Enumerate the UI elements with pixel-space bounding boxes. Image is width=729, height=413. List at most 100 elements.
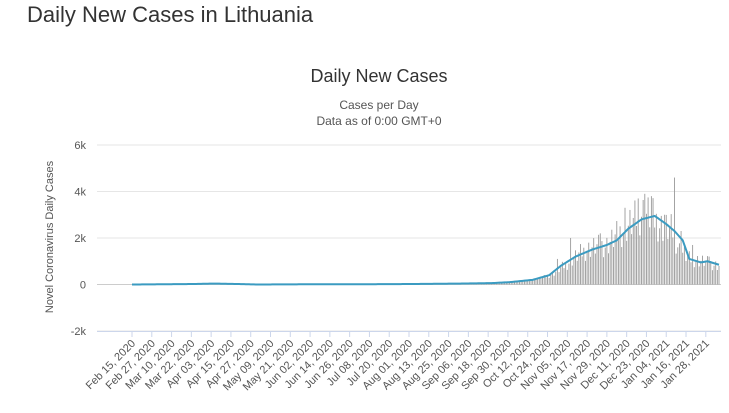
daily-case-bar — [545, 277, 547, 285]
daily-case-bar — [576, 260, 578, 285]
daily-case-bar — [707, 256, 708, 285]
daily-case-bar — [550, 274, 552, 285]
y-tick-label: 0 — [80, 280, 86, 292]
daily-case-bar — [690, 262, 692, 285]
daily-case-bar — [652, 198, 654, 285]
daily-case-bar — [565, 262, 567, 285]
daily-case-bar — [693, 267, 695, 285]
daily-case-bar — [504, 282, 506, 285]
daily-case-bar — [505, 282, 507, 285]
daily-case-bar — [507, 282, 509, 285]
daily-case-bar — [614, 234, 616, 285]
daily-case-bar — [682, 252, 684, 285]
daily-case-bar — [647, 197, 649, 285]
daily-case-bar — [553, 275, 555, 285]
daily-case-bar — [514, 281, 515, 285]
daily-case-bar — [675, 253, 677, 285]
daily-case-bar — [575, 250, 576, 285]
daily-case-bar — [609, 241, 611, 285]
daily-case-bar — [593, 238, 595, 285]
daily-case-bar — [561, 261, 563, 285]
daily-case-bar — [659, 228, 661, 285]
daily-case-bar — [523, 281, 525, 285]
moving-average-line — [131, 214, 720, 286]
daily-case-bar — [520, 281, 522, 285]
daily-case-bar — [580, 244, 581, 285]
daily-case-bar — [697, 256, 699, 285]
daily-case-bar — [566, 269, 568, 285]
daily-case-bar — [568, 263, 570, 285]
daily-case-bar — [680, 231, 682, 285]
daily-case-bar — [611, 229, 613, 285]
daily-case-bar — [646, 213, 647, 285]
daily-case-bar — [626, 240, 628, 285]
page-heading: Daily New Cases in Lithuania — [27, 2, 314, 27]
daily-case-bar — [571, 265, 573, 285]
daily-case-bar — [621, 247, 623, 285]
daily-case-bar — [650, 196, 652, 285]
y-tick-label: 4k — [74, 187, 86, 199]
daily-case-bar — [584, 260, 586, 285]
daily-case-bar — [716, 270, 718, 285]
daily-case-bar — [509, 282, 511, 285]
daily-case-bar — [644, 193, 646, 285]
daily-case-bar — [522, 281, 524, 285]
chart-subtitle-line-2: Data as of 0:00 GMT+0 — [316, 114, 441, 128]
daily-case-bar — [538, 278, 540, 285]
daily-case-bar — [685, 260, 687, 285]
daily-case-bar — [530, 280, 532, 285]
daily-case-bar — [570, 238, 572, 285]
y-tick-label: 6k — [74, 140, 86, 152]
daily-case-bar — [519, 281, 520, 285]
daily-case-bar — [637, 198, 639, 285]
daily-case-bar — [619, 226, 621, 285]
daily-case-bar — [535, 279, 537, 285]
daily-case-bar — [670, 214, 672, 285]
daily-case-bar — [601, 241, 603, 285]
daily-case-bar — [616, 221, 618, 285]
daily-case-bar — [555, 271, 557, 285]
daily-case-bar — [599, 233, 601, 285]
daily-case-bar — [586, 251, 588, 285]
daily-case-bar — [710, 261, 712, 285]
daily-case-bar — [715, 261, 717, 285]
daily-case-bar — [543, 275, 545, 285]
daily-case-bar — [649, 227, 651, 285]
daily-case-bar — [642, 200, 644, 285]
daily-case-bar — [542, 277, 544, 285]
daily-case-bar — [665, 214, 667, 285]
daily-case-bar — [702, 255, 703, 285]
y-tick-label: -2k — [71, 326, 87, 338]
daily-case-bar — [608, 253, 609, 285]
daily-case-bar — [591, 247, 593, 285]
daily-case-bar — [547, 274, 548, 285]
daily-case-bar — [700, 260, 702, 285]
y-axis-title: Novel Coronavirus Daily Cases — [44, 160, 56, 313]
daily-case-bar — [688, 251, 690, 285]
daily-case-bar — [533, 279, 535, 285]
daily-case-bar — [629, 209, 631, 285]
daily-case-bar — [708, 256, 710, 285]
daily-case-bar — [560, 267, 562, 285]
daily-case-bar — [634, 200, 636, 285]
daily-case-bar — [589, 256, 591, 285]
daily-case-bar — [692, 244, 694, 285]
daily-case-bar — [622, 232, 624, 285]
daily-case-bar — [604, 247, 606, 285]
daily-case-bar — [705, 260, 707, 285]
daily-case-bar — [672, 237, 674, 285]
daily-case-bar — [525, 281, 527, 285]
daily-case-bar — [588, 242, 590, 285]
daily-case-bar — [512, 281, 514, 285]
daily-case-bar — [683, 247, 685, 285]
daily-case-bar — [581, 256, 583, 285]
daily-case-bar — [517, 281, 519, 285]
daily-case-bar — [677, 247, 679, 285]
daily-case-bar — [583, 247, 585, 285]
daily-cases-bars — [182, 177, 720, 285]
daily-case-bar — [624, 207, 626, 285]
daily-case-bar — [669, 226, 670, 285]
grid-lines — [97, 144, 721, 332]
